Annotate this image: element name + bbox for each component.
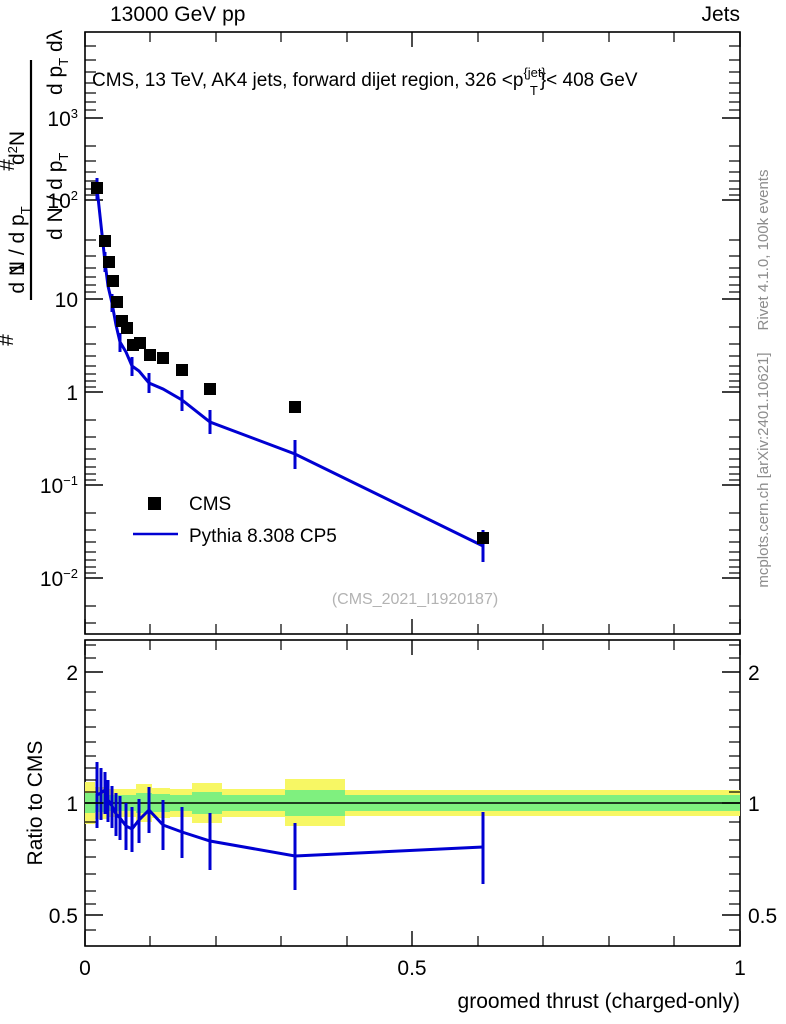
main-panel-frame xyxy=(84,31,741,635)
header-right-text: Jets xyxy=(701,3,740,26)
analysis-watermark: (CMS_2021_I1920187) xyxy=(332,591,498,608)
ylabel-num2: d xyxy=(6,153,29,165)
main-y-axis-label: # d N / d pT 1 d2N # d pT dλ xyxy=(0,29,71,346)
title-tail: }< 408 GeV xyxy=(540,70,638,91)
ratio-error-bars xyxy=(95,762,485,890)
svg-text:102: 102 xyxy=(47,188,78,213)
svg-text:d pT dλ: d pT dλ xyxy=(44,29,71,95)
x-axis-label: groomed thrust (charged-only) xyxy=(458,990,740,1013)
main-x-ticks xyxy=(84,32,741,634)
ratio-panel: 2 1 0.5 2 1 0.5 Ratio to CMS xyxy=(24,639,777,947)
main-plot-title: CMS, 13 TeV, AK4 jets, forward dijet reg… xyxy=(92,65,638,98)
ratio-ytick-2: 2 xyxy=(66,662,78,685)
svg-text:d N / d pT: d N / d pT xyxy=(6,206,33,293)
ylabel-num1: 1 xyxy=(6,262,29,274)
title-text: CMS, 13 TeV, AK4 jets, forward dijet reg… xyxy=(92,70,523,91)
data-markers-cms xyxy=(91,182,489,544)
ratio-ytick-05-right: 0.5 xyxy=(748,905,777,928)
ytick-label-4: 10 xyxy=(40,475,63,498)
legend-label-cms: CMS xyxy=(189,494,231,515)
svg-text:1: 1 xyxy=(6,262,29,274)
ylabel-num2-tail: N xyxy=(6,131,29,146)
ytick-exp-1: 2 xyxy=(71,188,78,203)
ytick-label-0: 10 xyxy=(47,108,70,131)
ylabel-den1b: d N / d p xyxy=(44,161,67,240)
svg-text:#: # xyxy=(0,334,18,346)
header-left: 13000 GeV pp xyxy=(110,3,245,27)
ratio-ytick-1: 1 xyxy=(66,793,78,816)
ytick-exp-5: −2 xyxy=(63,566,78,581)
xtick-0: 0 xyxy=(79,957,91,980)
xtick-1: 1 xyxy=(734,957,746,980)
ratio-ytick-1-right: 1 xyxy=(748,793,760,816)
ylabel-den2-tail: d xyxy=(44,40,67,52)
ylabel-hash1: # xyxy=(0,334,18,346)
ratio-y-tick-labels-left: 2 1 0.5 xyxy=(49,662,78,928)
legend: CMS Pythia 8.308 CP5 xyxy=(133,494,337,547)
title-sup: {jet} xyxy=(523,65,546,80)
ytick-label-5: 10 xyxy=(40,568,63,591)
sidebar-rivet-version: Rivet 4.1.0, 100k events xyxy=(755,170,772,331)
svg-text:1: 1 xyxy=(66,382,78,405)
x-axis-tick-labels: 0 0.5 1 xyxy=(79,957,746,980)
main-panel xyxy=(84,31,741,635)
ratio-ytick-2-right: 2 xyxy=(748,662,760,685)
ytick-label-2: 10 xyxy=(55,289,78,312)
ratio-ytick-05: 0.5 xyxy=(49,905,78,928)
ylabel-den1-sub: T xyxy=(18,206,33,214)
ratio-y-axis-label: Ratio to CMS xyxy=(24,741,47,866)
legend-marker-cms xyxy=(148,497,161,510)
ylabel-den1: d N / d p xyxy=(6,214,29,293)
svg-text:10−1: 10−1 xyxy=(40,473,78,498)
ylabel-den2: d p xyxy=(44,66,67,95)
ytick-exp-4: −1 xyxy=(63,473,78,488)
header-left-text: 13000 GeV pp xyxy=(110,3,246,26)
ylabel-den1b-sub: T xyxy=(56,153,71,161)
title-sub: T xyxy=(530,83,538,98)
ratio-y-ticks xyxy=(85,671,740,916)
sidebar-mcplots-link: mcplots.cern.ch [arXiv:2401.10621] xyxy=(755,352,772,587)
main-y-tick-labels: 103 102 10 1 10−1 10−2 xyxy=(40,106,78,591)
ytick-exp-0: 3 xyxy=(71,106,78,121)
svg-text:103: 103 xyxy=(47,106,78,131)
main-y-ticks xyxy=(85,117,740,579)
ylabel-hash2: # xyxy=(0,159,19,171)
ytick-label-1: 10 xyxy=(47,190,70,213)
ratio-y-tick-labels-right: 2 1 0.5 xyxy=(748,662,777,928)
svg-text:d2N: d2N xyxy=(5,131,29,165)
xtick-05: 0.5 xyxy=(397,957,426,980)
main-y-minor-ticks xyxy=(85,45,740,624)
header-right: Jets xyxy=(701,3,740,27)
svg-text:10−2: 10−2 xyxy=(40,566,78,591)
ratio-x-ticks xyxy=(84,640,741,946)
mc-curve-pythia xyxy=(95,187,484,548)
svg-text:10: 10 xyxy=(55,289,78,312)
ytick-label-3: 1 xyxy=(66,382,78,405)
ylabel-den2-sub: T xyxy=(56,58,71,66)
svg-text:#: # xyxy=(0,159,19,171)
ylabel-num2-sup: 2 xyxy=(5,146,20,153)
ratio-y-minor-ticks xyxy=(85,644,740,931)
ylabel-lambda: λ xyxy=(44,29,67,40)
svg-text:d N / d pT: d N / d pT xyxy=(44,153,71,240)
legend-label-pythia: Pythia 8.308 CP5 xyxy=(189,526,337,547)
